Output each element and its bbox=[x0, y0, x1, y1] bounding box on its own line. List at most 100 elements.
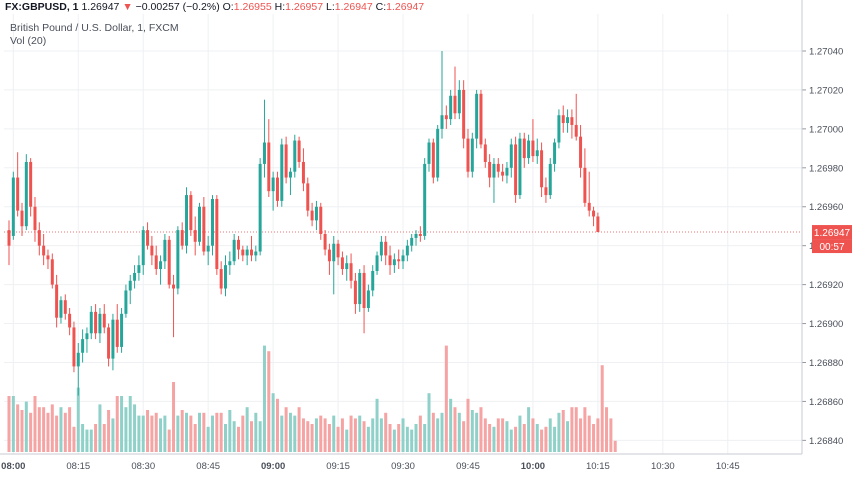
candle-body bbox=[336, 243, 340, 258]
candle-body bbox=[211, 198, 215, 246]
volume-bar bbox=[146, 410, 150, 452]
candle-body bbox=[42, 245, 46, 256]
volume-bar bbox=[63, 412, 67, 452]
candle-body bbox=[323, 234, 327, 250]
volume-bar bbox=[561, 410, 565, 452]
volume-bar bbox=[353, 418, 357, 452]
candle-body bbox=[284, 144, 288, 178]
candle-body bbox=[384, 241, 388, 256]
volume-bar bbox=[414, 424, 418, 452]
volume-bar bbox=[20, 410, 24, 452]
low-value: 1.26947 bbox=[334, 1, 373, 13]
candle-body bbox=[587, 202, 591, 211]
volume-indicator-label[interactable]: Vol (20) bbox=[10, 35, 47, 47]
open-label: O: bbox=[222, 1, 234, 13]
candle-body bbox=[444, 115, 448, 120]
candle-body bbox=[466, 138, 470, 172]
candle-body bbox=[63, 300, 67, 314]
candle-body bbox=[535, 150, 539, 157]
volume-bar bbox=[297, 407, 301, 452]
volume-bar bbox=[366, 426, 370, 452]
candle-body bbox=[150, 245, 154, 256]
volume-bar bbox=[224, 424, 227, 452]
candle-body bbox=[548, 163, 552, 196]
candle-body bbox=[505, 167, 509, 176]
candle-body bbox=[358, 272, 362, 305]
candle-body bbox=[254, 251, 258, 256]
volume-bar bbox=[375, 398, 379, 452]
volume-bar bbox=[59, 407, 63, 452]
volume-bar bbox=[475, 412, 479, 452]
candle-body bbox=[16, 177, 20, 211]
volume-bar bbox=[215, 412, 219, 452]
volume-bar bbox=[319, 415, 323, 452]
close-label: C: bbox=[375, 1, 387, 13]
candle-body bbox=[496, 163, 500, 172]
candle-body bbox=[518, 138, 522, 196]
candle-body bbox=[401, 255, 405, 262]
candle-body bbox=[353, 280, 357, 305]
candle-body bbox=[527, 140, 531, 159]
last-price-tag-text: 1.26947 bbox=[814, 228, 851, 239]
volume-bar bbox=[470, 410, 474, 452]
volume-bar bbox=[176, 415, 180, 452]
candle-body bbox=[366, 290, 370, 308]
volume-bar bbox=[444, 345, 448, 452]
y-tick-label: 1.26840 bbox=[809, 436, 843, 447]
candle-body bbox=[232, 239, 236, 262]
volume-bar bbox=[427, 393, 431, 452]
candle-body bbox=[89, 311, 93, 334]
candle-body bbox=[579, 136, 583, 168]
volume-bar bbox=[172, 382, 176, 452]
close-value: 1.26947 bbox=[386, 1, 425, 13]
volume-bar bbox=[548, 418, 552, 452]
volume-bar bbox=[245, 407, 249, 452]
candle-body bbox=[159, 261, 163, 270]
candle-body bbox=[574, 124, 578, 137]
candle-body bbox=[427, 142, 431, 164]
volume-bar bbox=[193, 424, 197, 452]
candle-body bbox=[33, 206, 37, 231]
volume-bar bbox=[50, 404, 54, 452]
candle-body bbox=[167, 239, 171, 285]
volume-bar bbox=[457, 412, 461, 452]
volume-bar bbox=[323, 418, 327, 452]
volume-bar bbox=[462, 421, 466, 452]
volume-bar bbox=[384, 412, 388, 452]
candle-body bbox=[198, 206, 202, 242]
volume-bar bbox=[102, 424, 106, 452]
candle-body bbox=[262, 142, 266, 164]
volume-bar bbox=[267, 351, 271, 452]
candle-body bbox=[245, 249, 249, 256]
candle-body bbox=[68, 313, 72, 328]
volume-bar bbox=[501, 418, 505, 452]
candle-body bbox=[120, 313, 124, 347]
candle-body bbox=[453, 95, 457, 114]
volume-bar bbox=[509, 429, 513, 452]
volume-bar bbox=[163, 415, 167, 452]
candle-body bbox=[488, 161, 492, 178]
volume-bar bbox=[310, 424, 314, 452]
volume-bar bbox=[449, 398, 453, 452]
candle-body bbox=[596, 216, 600, 233]
candle-body bbox=[189, 195, 193, 231]
candle-body bbox=[111, 319, 115, 359]
volume-bar bbox=[440, 412, 444, 452]
candle-body bbox=[479, 93, 483, 145]
volume-bar bbox=[150, 415, 154, 452]
x-tick-label: 08:30 bbox=[131, 461, 155, 472]
y-tick-label: 1.26960 bbox=[809, 202, 843, 213]
symbol-label[interactable]: FX:GBPUSD, 1 bbox=[5, 1, 79, 13]
candle-body bbox=[349, 263, 353, 281]
candle-body bbox=[280, 144, 284, 201]
volume-bar bbox=[124, 407, 128, 452]
candle-body bbox=[172, 284, 176, 289]
candle-body bbox=[29, 161, 33, 207]
candle-body bbox=[470, 138, 474, 172]
y-tick-label: 1.27040 bbox=[809, 46, 843, 57]
candle-body bbox=[301, 161, 305, 184]
volume-bar bbox=[284, 407, 288, 452]
candle-body bbox=[258, 163, 262, 252]
